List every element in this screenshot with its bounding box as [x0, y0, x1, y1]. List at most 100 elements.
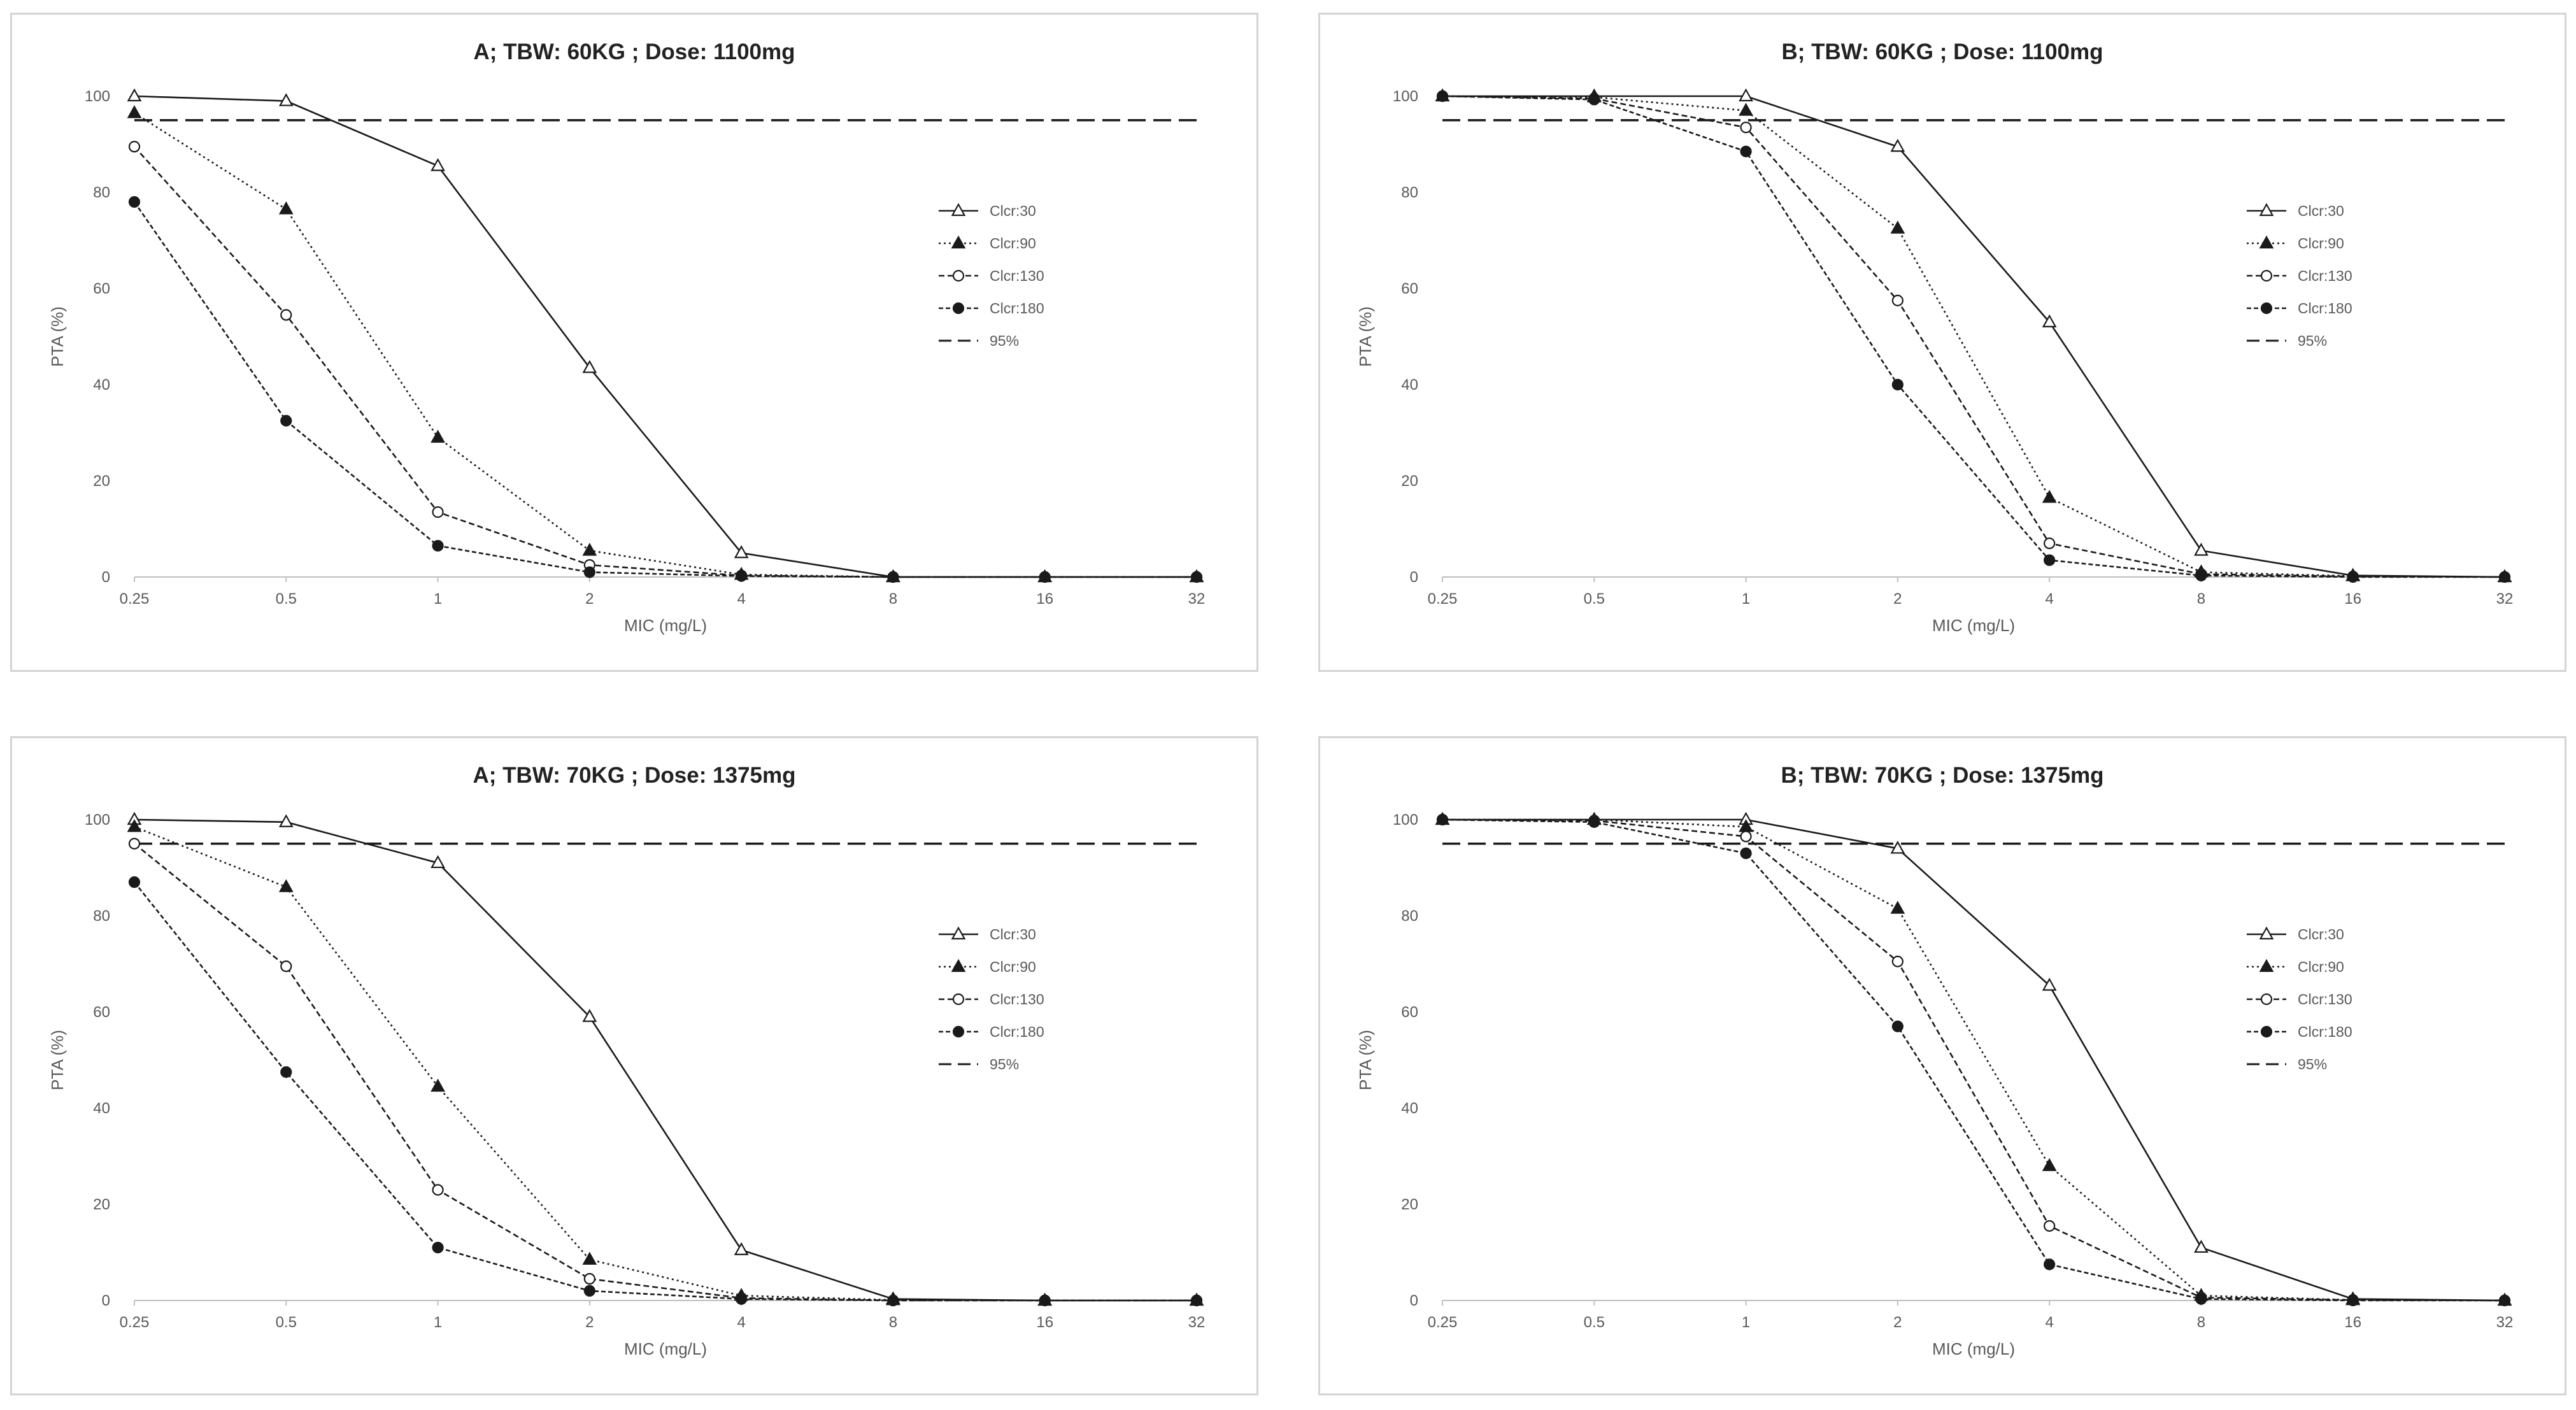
line-chart: B; TBW: 60KG ; Dose: 1100mg 0.25 0.5 1 2 4 8 16… — [1356, 39, 2514, 635]
series-clcr-180 — [1436, 90, 2511, 583]
data-point-clcr-180 — [2195, 1293, 2207, 1305]
y-axis-title: PTA (%) — [1356, 306, 1375, 367]
data-point-clcr-30 — [278, 814, 294, 827]
x-tick-label: 4 — [2045, 1314, 2053, 1331]
x-tick-label: 4 — [2045, 590, 2053, 608]
legend-marker-clcr-180 — [2260, 1025, 2273, 1038]
legend-label: 95% — [2298, 332, 2327, 349]
series-line-clcr-90 — [134, 826, 1197, 1302]
x-tick-label: 4 — [737, 1314, 745, 1331]
chart-title: B; TBW: 70KG ; Dose: 1375mg — [1781, 763, 2104, 788]
x-tick-label: 2 — [585, 1314, 594, 1331]
series-line-clcr-130 — [134, 843, 1197, 1302]
series-clcr-30 — [127, 88, 1204, 583]
legend-marker-clcr-30 — [951, 926, 966, 940]
data-point-clcr-130 — [2044, 1220, 2056, 1232]
y-tick-label: 60 — [93, 280, 110, 297]
legend-marker-clcr-180 — [952, 1025, 965, 1038]
data-point-clcr-90 — [127, 105, 142, 118]
series-line-clcr-90 — [134, 112, 1197, 578]
data-point-clcr-130 — [2044, 538, 2056, 550]
series-line-clcr-180 — [1442, 95, 2505, 578]
data-point-clcr-180 — [2044, 554, 2056, 566]
chart-title: B; TBW: 60KG ; Dose: 1100mg — [1781, 39, 2103, 64]
series-clcr-130 — [1436, 90, 2511, 583]
legend-label: 95% — [990, 1056, 1019, 1072]
y-tick-label: 0 — [102, 1292, 110, 1309]
x-tick-label: 1 — [434, 590, 442, 608]
y-tick-label: 80 — [93, 184, 110, 201]
series-line-clcr-90 — [1442, 818, 2505, 1302]
series-clcr-180 — [1436, 813, 2511, 1307]
series-line-clcr-30 — [134, 818, 1197, 1302]
x-tick-label: 1 — [434, 1314, 442, 1331]
series-line-clcr-30 — [134, 95, 1197, 578]
data-point-clcr-30 — [127, 88, 142, 102]
data-point-clcr-130 — [1740, 830, 1752, 843]
data-point-clcr-180 — [736, 1293, 748, 1305]
legend-label: Clcr:30 — [2298, 203, 2344, 219]
legend-label: 95% — [2298, 1056, 2327, 1072]
x-tick-label: 8 — [2197, 590, 2205, 608]
legend-label: Clcr:130 — [2298, 267, 2352, 284]
series-clcr-90 — [127, 105, 1204, 583]
y-axis-title: PTA (%) — [48, 306, 67, 367]
series-clcr-130 — [128, 141, 1203, 583]
legend: Clcr:30 Clcr:90 Clcr:130 Clcr:180 95% — [2247, 926, 2352, 1072]
x-tick-label: 16 — [1036, 1314, 1053, 1331]
x-tick-label: 0.5 — [1584, 590, 1605, 608]
data-point-clcr-130 — [280, 309, 292, 321]
data-point-clcr-180 — [1588, 816, 1600, 828]
x-tick-label: 0.25 — [120, 590, 150, 608]
data-point-clcr-180 — [1039, 571, 1051, 583]
series-clcr-30 — [1435, 811, 2512, 1306]
y-tick-label: 0 — [1410, 1292, 1418, 1309]
y-tick-label: 40 — [1401, 1100, 1418, 1117]
legend-marker-clcr-90 — [951, 235, 966, 249]
data-point-clcr-130 — [1891, 294, 1904, 306]
x-tick-label: 0.5 — [1584, 1314, 1605, 1331]
series-line-clcr-30 — [1442, 95, 2505, 578]
legend-label: Clcr:90 — [2298, 958, 2344, 975]
data-point-clcr-180 — [1740, 145, 1752, 157]
data-point-clcr-180 — [1190, 1294, 1203, 1307]
data-point-clcr-30 — [582, 1009, 597, 1022]
y-axis-title: PTA (%) — [48, 1030, 67, 1090]
data-point-clcr-180 — [128, 196, 141, 208]
series-clcr-180 — [128, 876, 1203, 1307]
y-tick-label: 20 — [1401, 1196, 1418, 1213]
x-tick-label: 0.25 — [120, 1314, 150, 1331]
data-point-clcr-90 — [582, 543, 597, 556]
y-tick-label: 100 — [85, 88, 110, 105]
data-point-clcr-30 — [582, 360, 597, 373]
y-tick-label: 40 — [1401, 376, 1418, 394]
data-point-clcr-130 — [280, 960, 292, 972]
series-line-clcr-180 — [1442, 818, 2505, 1302]
legend-label: Clcr:90 — [990, 235, 1036, 252]
data-point-clcr-30 — [2042, 978, 2057, 991]
data-point-clcr-180 — [432, 539, 444, 552]
series-line-clcr-130 — [1442, 818, 2505, 1302]
y-tick-label: 40 — [93, 1100, 110, 1117]
data-point-clcr-90 — [1739, 103, 1753, 116]
legend-label: Clcr:90 — [990, 958, 1036, 975]
y-tick-label: 0 — [102, 569, 110, 586]
x-tick-label: 32 — [2496, 590, 2514, 608]
legend-marker-clcr-90 — [951, 958, 966, 972]
data-point-clcr-180 — [887, 1294, 899, 1307]
legend-marker-clcr-180 — [2260, 302, 2273, 315]
data-point-clcr-90 — [1890, 220, 1905, 234]
data-point-clcr-90 — [582, 1251, 597, 1265]
series-line-clcr-180 — [133, 881, 1197, 1302]
x-tick-label: 8 — [889, 590, 897, 608]
data-point-clcr-180 — [2498, 1294, 2511, 1307]
legend-label: Clcr:180 — [2298, 1023, 2352, 1040]
data-point-clcr-180 — [1039, 1294, 1051, 1307]
x-tick-label: 0.5 — [276, 1314, 297, 1331]
data-point-clcr-130 — [432, 506, 444, 518]
series-line-clcr-30 — [1442, 818, 2505, 1302]
series-line-clcr-180 — [133, 201, 1197, 578]
legend-marker-clcr-130 — [2260, 993, 2273, 1006]
series-line-clcr-90 — [1442, 95, 2505, 578]
data-point-clcr-30 — [431, 158, 445, 171]
